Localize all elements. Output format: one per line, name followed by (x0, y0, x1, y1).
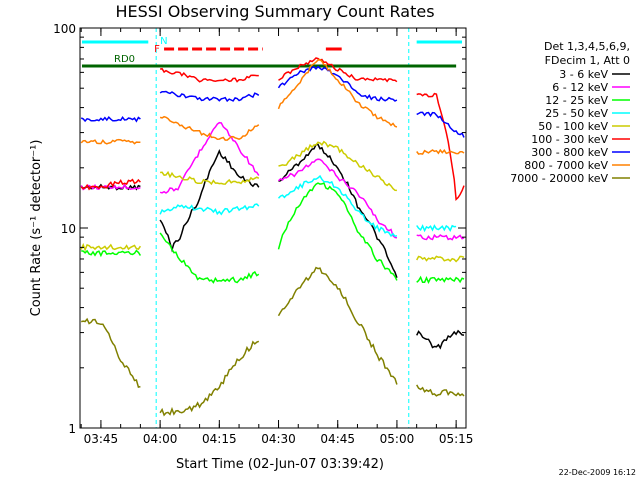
y-tick-label: 100 (53, 22, 76, 36)
x-tick-label: 03:45 (84, 432, 119, 446)
series-line-2 (80, 121, 465, 241)
y-axis-label: Count Rate (s⁻¹ detector⁻¹) (29, 140, 44, 317)
legend-entry-label: 7000 - 20000 keV (510, 172, 608, 185)
rd0-flag-label: RD0 (114, 54, 135, 65)
x-tick-label: 04:30 (261, 432, 296, 446)
y-tick-label: 10 (61, 222, 76, 236)
footer-date: 22-Dec-2009 16:12 (559, 468, 636, 477)
legend-entry-label: 50 - 100 keV (538, 120, 608, 133)
legend-entry-label: 100 - 300 keV (531, 133, 608, 146)
night-flag-label: N (160, 36, 167, 47)
legend-entry-label: 6 - 12 keV (552, 81, 608, 94)
x-tick-label: 04:00 (143, 432, 178, 446)
legend-entry-label: 12 - 25 keV (545, 94, 608, 107)
series-layer (80, 57, 465, 417)
series-line-9 (81, 266, 465, 417)
series-line-5 (80, 140, 465, 263)
flare-flag-label: F (154, 44, 160, 55)
series-line-1 (80, 143, 465, 350)
x-tick-label: 04:15 (202, 432, 237, 446)
legend-header-line-1: Det 1,3,4,5,6,9, (544, 40, 630, 53)
legend-header-line-2: FDecim 1, Att 0 (545, 54, 630, 67)
series-line-7 (80, 65, 465, 138)
axis-ticks: 03:45 04:00 04:15 04:30 04:45 05:00 05:15 1 10 10… (53, 22, 473, 446)
x-tick-label: 05:15 (439, 432, 474, 446)
series-line-3 (81, 182, 465, 285)
series-line-4 (159, 174, 457, 238)
x-axis-label: Start Time (02-Jun-07 03:39:42) (176, 457, 384, 472)
y-tick-label: 1 (68, 422, 76, 436)
legend-entry-label: 800 - 7000 keV (524, 159, 608, 172)
x-tick-label: 05:00 (380, 432, 415, 446)
series-line-8 (80, 58, 465, 155)
x-tick-label: 04:45 (320, 432, 355, 446)
legend-entry-label: 25 - 50 keV (545, 107, 608, 120)
series-line-6 (80, 57, 465, 202)
chart-title: HESSI Observing Summary Count Rates (115, 2, 434, 21)
legend-entry-label: 3 - 6 keV (559, 68, 608, 81)
plot-frame (79, 27, 467, 429)
flag-segments: N RD0 F (82, 28, 462, 428)
legend-entry-label: 300 - 800 keV (531, 146, 608, 159)
